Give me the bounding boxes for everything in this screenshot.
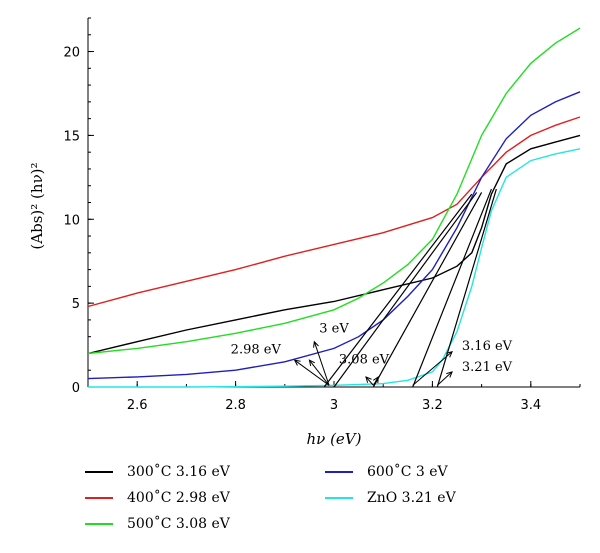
series-line-0: [87, 134, 581, 355]
annotation-arrow: [293, 359, 330, 386]
annotation-label: 2.98 eV: [231, 342, 282, 357]
annotation-label: 3 eV: [319, 321, 349, 336]
legend-label: ZnO 3.21 eV: [367, 490, 456, 506]
annotations: 3 eV 2.98 eV 3.08 eV 3.16 eV 3.21 eV: [231, 321, 513, 375]
annotation-arrows: [293, 340, 453, 386]
x-tick-label: 3.2: [422, 398, 443, 413]
legend-item: 600˚C 3 eV: [325, 462, 448, 482]
annotation-arrow: [436, 371, 453, 386]
annotation-label: 3.16 eV: [462, 339, 513, 354]
annotation-arrow: [365, 376, 374, 386]
annotation-label: 3.08 eV: [339, 353, 390, 368]
series-line-1: [87, 116, 581, 308]
annotation-arrow: [412, 351, 453, 386]
x-tick-label: 3.4: [520, 398, 541, 413]
ticks: 2.6 2.8 3 3.2 3.4 0 5 10 15 20: [63, 17, 581, 413]
tangent-lines: [323, 188, 497, 388]
tangent-line: [436, 188, 497, 388]
tangent-line: [412, 188, 492, 388]
legend-label: 400˚C 2.98 eV: [127, 490, 230, 506]
legend-swatch: [85, 523, 113, 525]
x-tick-label: 2.8: [225, 398, 246, 413]
legend-item: 500˚C 3.08 eV: [85, 514, 230, 534]
legend-label: 500˚C 3.08 eV: [127, 516, 230, 532]
y-tick-label: 20: [63, 46, 80, 61]
annotation-label: 3.21 eV: [462, 360, 513, 375]
y-tick-label: 0: [72, 381, 80, 396]
chart-canvas: 2.6 2.8 3 3.2 3.4 0 5 10 15 20 3 eV 2.98 eV 3.08 eV…: [28, 17, 581, 448]
tangent-line: [333, 192, 478, 388]
x-tick-label: 2.6: [127, 398, 148, 413]
tangent-line: [372, 192, 483, 388]
annotation-arrow: [308, 359, 330, 386]
legend-item: ZnO 3.21 eV: [325, 488, 456, 508]
y-axis-title: (Abs)² (hν)²: [28, 162, 46, 249]
x-tick-label: 3: [330, 398, 338, 413]
x-axis-title: hν (eV): [307, 430, 362, 448]
y-tick-label: 15: [63, 129, 80, 144]
annotation-arrow: [313, 340, 330, 386]
legend-item: 400˚C 2.98 eV: [85, 488, 230, 508]
y-tick-label: 5: [72, 297, 80, 312]
legend-swatch: [85, 497, 113, 499]
y-tick-label: 10: [63, 213, 80, 228]
legend: 300˚C 3.16 eV 400˚C 2.98 eV 500˚C 3.08 eV 6…: [85, 462, 545, 542]
series-line-3: [87, 91, 581, 380]
legend-label: 600˚C 3 eV: [367, 464, 448, 480]
series-line-2: [87, 27, 581, 355]
tangent-line: [323, 193, 473, 388]
legend-swatch: [325, 497, 353, 499]
annotation-arrow: [372, 375, 379, 386]
legend-label: 300˚C 3.16 eV: [127, 464, 230, 480]
legend-item: 300˚C 3.16 eV: [85, 462, 230, 482]
legend-swatch: [325, 471, 353, 473]
legend-swatch: [85, 471, 113, 473]
